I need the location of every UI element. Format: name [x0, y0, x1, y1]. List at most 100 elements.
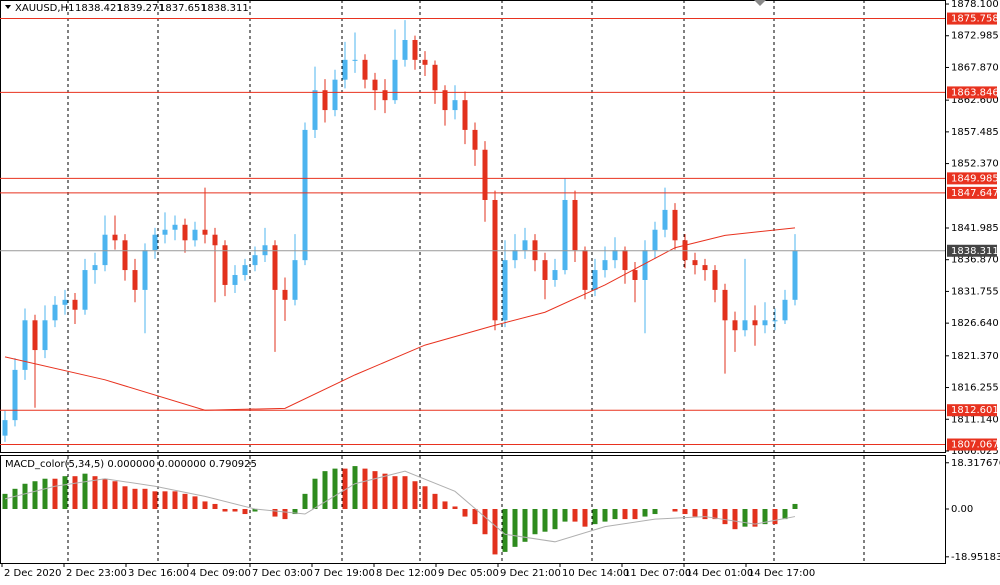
shift-marker[interactable]	[754, 0, 766, 6]
macd-bar	[12, 488, 18, 509]
symbol: XAUUSD,H1	[15, 3, 74, 14]
candle-body	[172, 224, 178, 230]
candle-body	[22, 320, 28, 370]
macd-bar	[682, 508, 688, 515]
candle-body	[562, 199, 568, 271]
level-label: 1849.985	[951, 173, 999, 184]
x-tick-label: 14 Dec 01:00	[686, 568, 753, 579]
candle-body	[322, 90, 328, 111]
macd-bar	[2, 493, 8, 509]
macd-bar	[82, 473, 88, 509]
candle-body	[362, 59, 368, 80]
y-tick-label: 1836.870	[951, 255, 999, 266]
quote: 1839.271	[117, 3, 165, 14]
macd-bar	[142, 488, 148, 509]
candle-body	[392, 59, 398, 101]
macd-bar	[462, 508, 468, 517]
candle-body	[12, 369, 18, 421]
macd-bar	[362, 468, 368, 509]
candle-body	[452, 100, 458, 111]
candle-body	[542, 260, 548, 280]
macd-bar	[502, 508, 508, 552]
candle-body	[252, 255, 258, 266]
macd-bar	[272, 508, 278, 517]
candle-body	[152, 234, 158, 251]
level-label: 1807.067	[951, 440, 999, 451]
macd-bar	[162, 491, 168, 509]
x-tick-label: 14 Dec 17:00	[748, 568, 815, 579]
menu-arrow[interactable]	[5, 5, 11, 9]
macd-bar	[412, 481, 418, 509]
candle-body	[102, 234, 108, 266]
macd-bar	[112, 481, 118, 509]
macd-bar	[32, 481, 38, 509]
macd-bar	[312, 478, 318, 509]
y-tick-label: 1872.985	[951, 31, 999, 42]
macd-bar	[652, 508, 658, 515]
macd-bar	[172, 491, 178, 509]
candle-body	[132, 270, 138, 290]
candle-body	[422, 59, 428, 65]
candle-body	[712, 270, 718, 290]
macd-bar	[692, 508, 698, 517]
macd-bar	[22, 483, 28, 509]
quote: 1838.311	[201, 3, 249, 14]
candle-body	[792, 250, 798, 300]
macd-bar	[252, 508, 258, 512]
y-tick-label: 1841.985	[951, 223, 999, 234]
candle-body	[492, 199, 498, 321]
candle-body	[192, 229, 198, 241]
candle-body	[672, 209, 678, 241]
macd-bar	[72, 476, 78, 509]
macd-bar	[242, 508, 248, 515]
candle-body	[92, 265, 98, 271]
candle-body	[352, 59, 358, 61]
macd-bar	[562, 508, 568, 522]
candle-body	[572, 199, 578, 251]
candle-body	[582, 250, 588, 290]
macd-bar	[582, 508, 588, 527]
y-tick-label: 1862.600	[951, 95, 999, 106]
y-tick-label: 1826.640	[951, 318, 999, 329]
macd-bar	[672, 508, 678, 512]
candle-body	[282, 289, 288, 300]
y-tick-label: 1816.255	[951, 383, 999, 394]
macd-bar	[352, 466, 358, 509]
macd-bar	[592, 508, 598, 525]
candle-body	[652, 229, 658, 251]
y-tick-label: 1821.370	[951, 351, 999, 362]
macd-bar	[212, 503, 218, 509]
macd-bar	[452, 506, 458, 509]
candle-body	[72, 299, 78, 310]
macd-bar	[492, 508, 498, 555]
macd-bar	[522, 508, 528, 542]
candle-body	[332, 79, 338, 111]
candle-body	[732, 320, 738, 331]
candle-body	[612, 250, 618, 261]
macd-bar	[402, 476, 408, 509]
y-tick-label: 1831.755	[951, 286, 999, 297]
candle-body	[312, 90, 318, 130]
candle-body	[342, 59, 348, 80]
candle-body	[692, 260, 698, 266]
macd-bar	[792, 503, 798, 509]
candle-body	[402, 39, 408, 60]
candle-body	[302, 129, 308, 261]
candle-body	[702, 265, 708, 271]
candle-body	[212, 234, 218, 246]
x-tick-label: 7 Dec 03:00	[252, 568, 313, 579]
x-tick-label: 2 Dec 2020	[4, 568, 62, 579]
x-tick-label: 7 Dec 19:00	[314, 568, 375, 579]
macd-bar	[322, 471, 328, 509]
macd-bar	[482, 508, 488, 535]
candle-body	[482, 149, 488, 200]
macd-bar	[632, 508, 638, 520]
macd-bar	[432, 493, 438, 509]
macd-bar	[542, 508, 548, 532]
candle-body	[772, 320, 778, 322]
candle-body	[112, 234, 118, 241]
macd-bar	[762, 508, 768, 525]
signal-line	[4, 470, 796, 543]
